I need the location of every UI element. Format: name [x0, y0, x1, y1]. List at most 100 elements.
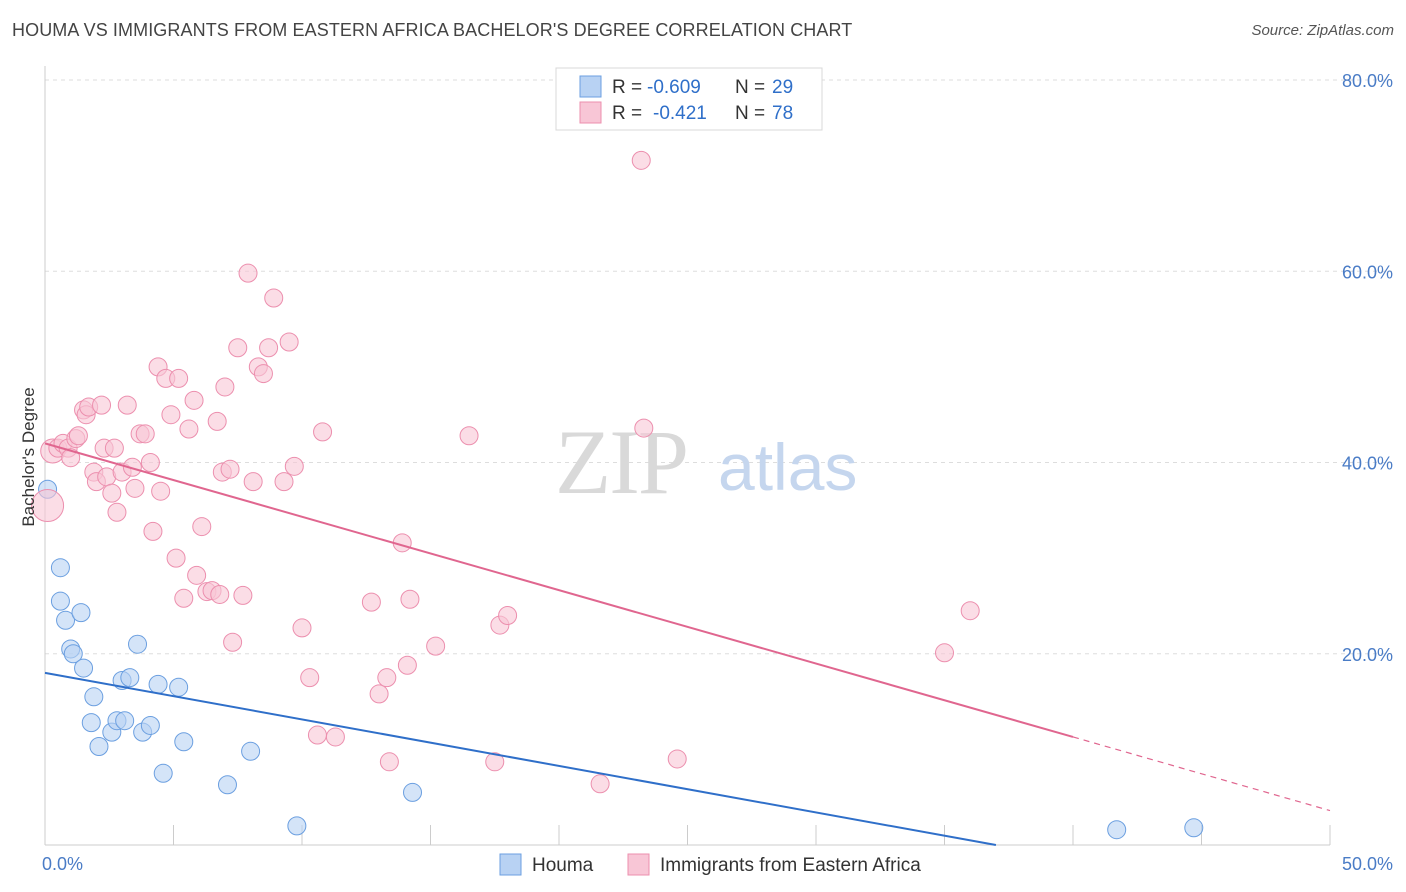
houma-point-15 [120, 668, 140, 688]
houma-point-20 [153, 763, 173, 783]
immigrants-point-7 [68, 426, 88, 446]
bottom-legend-label-immigrants: Immigrants from Eastern Africa [660, 855, 921, 876]
immigrants-point-68 [400, 589, 420, 609]
immigrants-point-74 [590, 774, 610, 794]
houma-point-16 [128, 634, 148, 654]
trend-lines [44, 442, 1331, 846]
immigrants-point-20 [117, 395, 137, 415]
bottom-legend-label-houma: Houma [532, 855, 594, 876]
immigrants-point-32 [169, 368, 189, 388]
immigrants-point-21 [122, 457, 142, 477]
houma-point-9 [84, 687, 104, 707]
immigrants-point-79 [960, 601, 980, 621]
houma-point-7 [74, 658, 94, 678]
immigrants-point-69 [426, 636, 446, 656]
immigrants-point-30 [161, 405, 181, 425]
immigrants-point-49 [243, 472, 263, 492]
immigrants-point-59 [307, 725, 327, 745]
legend-r-value-houma: -0.609 [647, 77, 701, 98]
houma-point-5 [63, 644, 83, 664]
immigrants-point-43 [215, 377, 235, 397]
legend-swatch-houma [579, 75, 602, 98]
immigrants-point-76 [634, 418, 654, 438]
immigrants-point-73 [498, 606, 518, 625]
immigrants-point-60 [313, 422, 333, 442]
houma-point-10 [89, 737, 109, 757]
immigrants-point-5 [61, 448, 81, 468]
immigrants-point-18 [107, 502, 127, 522]
top-legend: R = -0.609 N = 29 R = -0.421 N = 78 [555, 67, 823, 131]
immigrants-point-65 [379, 752, 399, 772]
y-tick-label-0: 20.0% [1342, 645, 1393, 665]
axes [44, 66, 1331, 846]
houma-point-6 [71, 603, 91, 623]
chart-title: HOUMA VS IMMIGRANTS FROM EASTERN AFRICA … [12, 20, 853, 40]
x-tick-label-1: 50.0% [1342, 854, 1393, 874]
immigrants-point-28 [151, 481, 171, 501]
y-tick-label-3: 80.0% [1342, 71, 1393, 91]
immigrants-point-46 [228, 338, 248, 358]
immigrants-point-70 [459, 426, 479, 446]
houma-point-1 [50, 591, 70, 611]
chart-source: Source: ZipAtlas.com [1251, 22, 1394, 39]
houma-trend-line [44, 671, 997, 846]
immigrants-point-67 [397, 655, 417, 675]
grid-lines [45, 79, 1392, 655]
immigrants-point-31 [166, 548, 186, 568]
immigrants-point-36 [187, 565, 207, 585]
houma-point-27 [1107, 820, 1127, 840]
bottom-legend: Houma Immigrants from Eastern Africa [499, 853, 921, 876]
legend-r-value-immigrants: -0.421 [653, 103, 707, 124]
tick-labels: 20.0% 40.0% 60.0% 80.0% 0.0% 50.0% [42, 71, 1393, 874]
immigrants-point-52 [259, 338, 279, 358]
immigrants-point-78 [935, 643, 954, 663]
immigrants-point-35 [184, 390, 204, 410]
y-tick-label-1: 40.0% [1342, 454, 1393, 474]
immigrants-point-48 [238, 263, 258, 283]
data-points [31, 150, 1204, 840]
houma-point-26 [403, 782, 423, 802]
watermark-atlas: atlas [718, 430, 857, 504]
bottom-legend-swatch-houma [499, 853, 522, 876]
x-tick-label-0: 0.0% [42, 854, 83, 874]
immigrants-point-57 [292, 618, 312, 638]
immigrants-point-0 [31, 489, 65, 523]
watermark: ZIP atlas [555, 411, 857, 513]
immigrants-point-16 [102, 483, 122, 503]
immigrants-trend-line [44, 442, 1074, 738]
houma-point-22 [174, 732, 194, 752]
houma-point-2 [50, 558, 70, 578]
legend-r-label-houma: R = [612, 77, 642, 98]
legend-n-value-immigrants: 78 [772, 103, 793, 124]
immigrants-point-64 [377, 668, 397, 688]
houma-point-25 [287, 816, 307, 836]
immigrants-point-61 [325, 727, 345, 747]
immigrants-point-34 [179, 419, 199, 439]
immigrants-point-56 [284, 456, 304, 476]
houma-point-8 [81, 713, 101, 733]
immigrants-point-13 [92, 395, 112, 415]
immigrants-point-63 [369, 684, 389, 704]
immigrants-point-71 [485, 752, 505, 772]
immigrants-point-77 [667, 749, 687, 769]
immigrants-point-53 [264, 288, 284, 308]
immigrants-point-54 [274, 472, 294, 492]
houma-point-18 [140, 715, 160, 735]
immigrants-point-37 [192, 517, 212, 537]
immigrants-point-47 [233, 585, 253, 605]
immigrants-point-45 [223, 632, 243, 652]
legend-n-value-houma: 29 [772, 77, 793, 98]
houma-point-19 [148, 674, 168, 694]
immigrants-point-51 [253, 364, 273, 384]
houma-point-21 [169, 677, 189, 697]
immigrants-point-62 [361, 592, 381, 612]
immigrants-point-75 [631, 150, 651, 170]
legend-n-label-houma: N = [735, 77, 765, 98]
y-axis-title: Bachelor's Degree [19, 387, 38, 526]
immigrants-point-40 [207, 411, 227, 431]
immigrants-point-25 [140, 453, 160, 472]
immigrants-point-17 [104, 438, 124, 458]
immigrants-point-26 [143, 521, 163, 541]
houma-point-3 [56, 610, 76, 630]
